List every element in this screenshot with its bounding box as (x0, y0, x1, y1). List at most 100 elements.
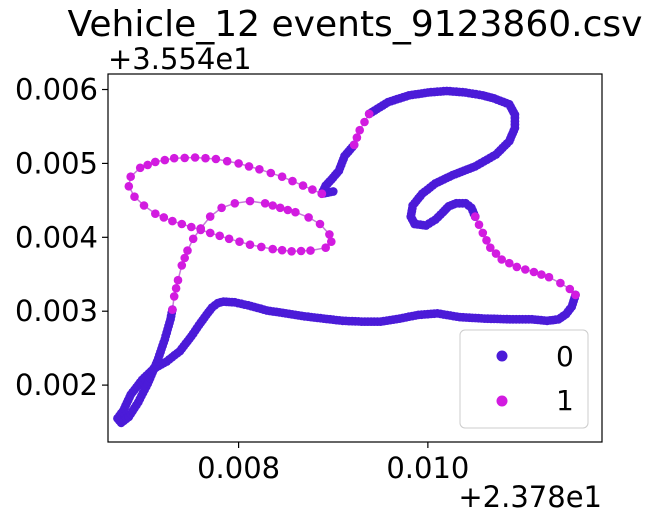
legend: 0 1 (459, 329, 589, 429)
point-series-1-2-24 (296, 246, 306, 256)
point-series-1-0-3 (360, 117, 369, 127)
point-series-1-2-11 (230, 199, 240, 208)
point-series-1-2-32 (215, 231, 224, 241)
point-series-1-2-51 (201, 153, 210, 163)
point-series-1-2-61 (308, 185, 317, 194)
point-series-1-1-11 (537, 270, 546, 279)
y-offset-label: +3.554e1 (108, 42, 252, 76)
point-series-1-2-2 (171, 284, 181, 293)
point-series-1-2-15 (275, 203, 285, 213)
trace-series-1-segment-2 (128, 156, 333, 310)
point-series-1-2-1 (169, 292, 179, 301)
point-series-1-2-10 (217, 203, 226, 213)
point-series-1-2-21 (327, 237, 336, 246)
legend-label-0: 0 (556, 340, 574, 373)
point-series-1-1-9 (521, 265, 530, 274)
point-series-1-2-9 (205, 212, 215, 221)
y-tick-label-0.004: 0.004 (15, 220, 98, 254)
point-series-1-2-59 (288, 176, 297, 186)
point-series-1-2-35 (187, 222, 196, 232)
point-series-1-1-12 (544, 272, 554, 282)
point-series-1-1-2 (478, 228, 488, 238)
x-tick-label-0.008: 0.008 (197, 451, 280, 485)
point-series-1-1-0 (470, 212, 480, 221)
point-series-1-2-43 (126, 172, 135, 181)
point-series-1-2-17 (291, 207, 300, 217)
point-series-1-2-31 (224, 234, 234, 244)
x-offset-label: +2.378e1 (458, 480, 602, 514)
legend-label-1: 1 (556, 384, 574, 417)
point-series-1-0-0 (349, 140, 359, 150)
point-series-1-2-57 (266, 168, 276, 178)
point-series-1-1-8 (512, 262, 522, 272)
point-series-1-1-14 (565, 284, 575, 294)
point-series-1-2-52 (211, 154, 221, 164)
point-series-1-2-46 (151, 157, 160, 167)
y-tick-label-0.003: 0.003 (15, 294, 98, 328)
point-series-1-2-47 (160, 155, 170, 165)
y-tick-label-0.002: 0.002 (15, 368, 98, 402)
legend-marker-0 (496, 350, 508, 362)
point-series-1-0-1 (352, 133, 362, 142)
point-series-1-2-40 (139, 201, 149, 210)
point-series-1-2-20 (325, 230, 334, 239)
point-series-1-1-1 (474, 220, 484, 229)
point-series-1-2-26 (277, 245, 287, 255)
point-series-1-2-48 (169, 153, 179, 163)
point-series-1-2-36 (177, 219, 187, 229)
point-series-1-2-39 (151, 209, 160, 218)
y-tick-label-0.006: 0.006 (15, 73, 98, 107)
point-series-1-2-29 (245, 240, 255, 249)
point-series-1-2-49 (180, 153, 189, 163)
legend-box (459, 329, 589, 429)
chart-title: Vehicle_12 events_9123860.csv (68, 4, 643, 45)
point-series-1-1-10 (529, 267, 539, 277)
point-series-1-2-13 (260, 199, 270, 208)
point-series-1-2-58 (277, 172, 287, 181)
point-series-1-2-56 (255, 165, 264, 174)
point-series-1-2-30 (235, 237, 244, 246)
point-series-1-2-41 (130, 192, 139, 201)
point-series-1-2-28 (257, 242, 266, 252)
point-series-1-2-3 (173, 275, 183, 285)
point-series-1-2-6 (183, 246, 192, 255)
axis-ticks: 0.008 0.010 0.002 0.003 0.004 0.005 0.006 (15, 73, 469, 485)
point-series-1-2-34 (196, 225, 205, 235)
point-series-1-2-25 (287, 247, 296, 256)
point-series-1-1-7 (505, 258, 514, 268)
point-series-1-2-44 (135, 163, 145, 173)
point-series-1-1-13 (556, 278, 565, 288)
y-tick-label-0.005: 0.005 (15, 146, 98, 180)
point-series-1-2-12 (245, 196, 255, 206)
plot-area (113, 86, 580, 428)
point-series-1-1-15 (571, 290, 580, 300)
point-series-1-2-0 (168, 305, 177, 315)
point-series-1-2-19 (315, 219, 325, 229)
point-series-1-2-7 (188, 234, 198, 244)
point-series-1-2-27 (268, 244, 278, 254)
point-series-1-1-4 (486, 243, 495, 252)
point-series-1-2-54 (234, 159, 243, 168)
point-series-1-2-18 (304, 213, 313, 222)
point-series-1-2-37 (168, 216, 177, 226)
point-series-1-2-55 (244, 162, 254, 171)
point-series-1-2-38 (159, 213, 169, 222)
point-series-1-2-14 (268, 201, 278, 210)
point-series-1-2-50 (190, 153, 200, 162)
point-series-1-2-22 (321, 243, 331, 252)
axes-frame (107, 73, 603, 443)
point-series-1-2-33 (205, 228, 215, 238)
point-series-1-2-53 (222, 156, 232, 166)
point-series-1-1-6 (497, 255, 507, 264)
point-series-1-1-5 (491, 249, 501, 258)
point-series-1-0-4 (364, 109, 374, 119)
point-series-1-2-62 (317, 189, 327, 198)
legend-marker-1 (496, 395, 508, 407)
x-tick-label-0.010: 0.010 (386, 451, 469, 485)
point-series-1-2-4 (177, 261, 187, 270)
point-series-1-2-5 (180, 253, 189, 263)
point-series-1-2-42 (124, 182, 134, 191)
point-series-1-2-45 (143, 160, 152, 170)
point-series-1-2-23 (306, 246, 315, 255)
